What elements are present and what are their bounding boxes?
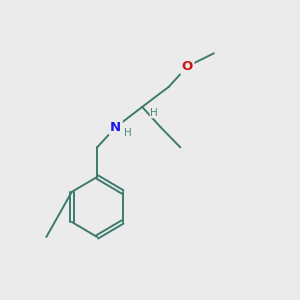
Text: O: O <box>182 60 193 73</box>
Text: N: N <box>110 121 121 134</box>
Text: H: H <box>124 128 132 139</box>
Text: H: H <box>150 108 158 118</box>
